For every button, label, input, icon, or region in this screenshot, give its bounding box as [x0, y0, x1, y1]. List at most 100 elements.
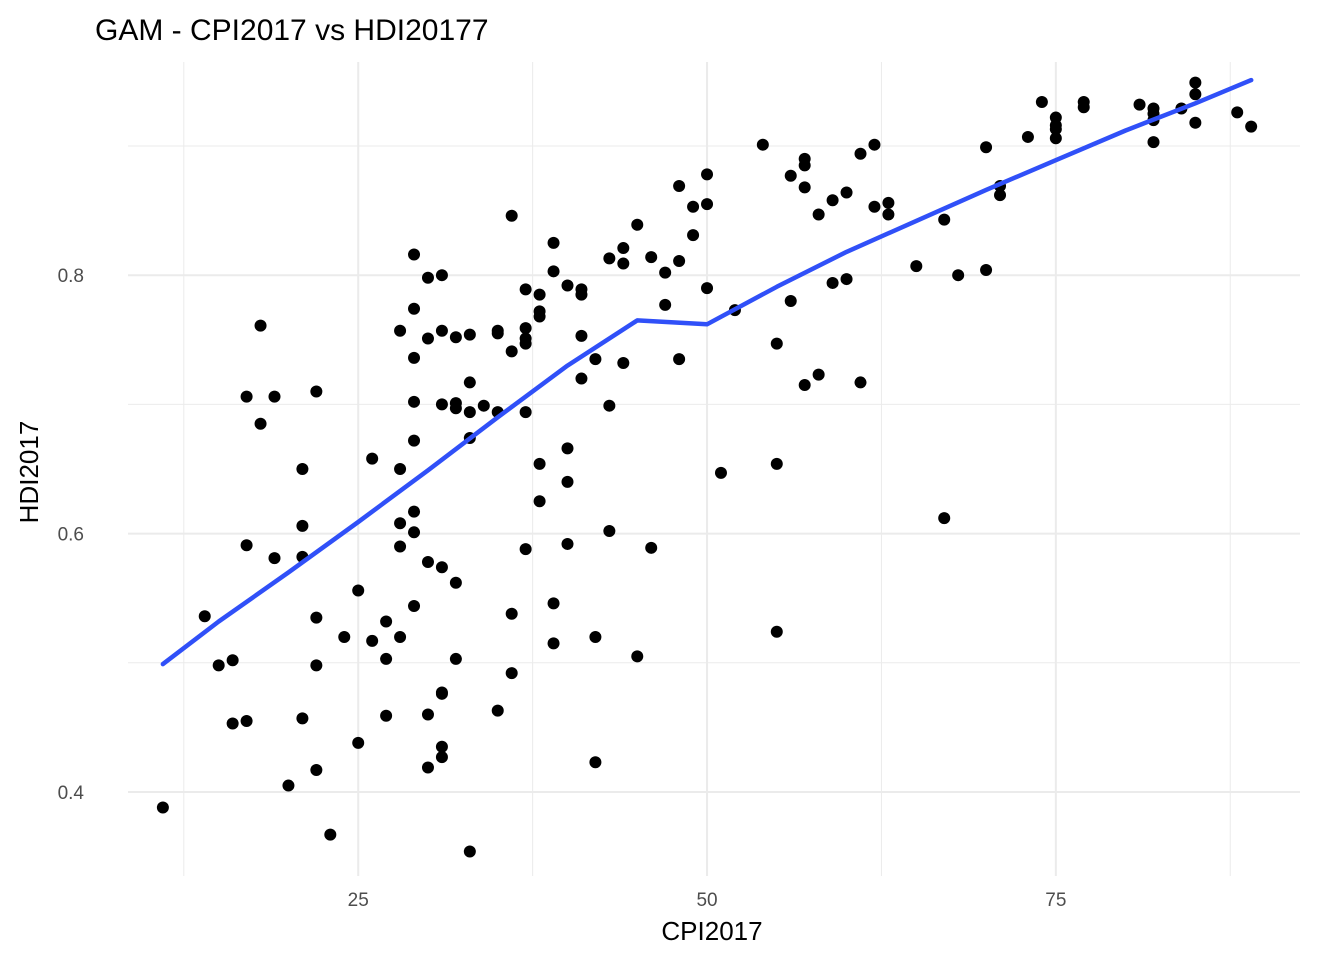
x-axis-ticks: 25 50 75	[348, 890, 1067, 911]
data-point	[394, 463, 407, 475]
data-point	[756, 138, 769, 151]
data-point	[212, 659, 225, 672]
data-point	[352, 736, 365, 749]
data-point	[408, 351, 421, 364]
data-point	[533, 305, 546, 318]
data-point	[421, 556, 434, 569]
data-point	[1147, 102, 1160, 115]
y-tick-label: 0.6	[58, 525, 84, 546]
data-point	[854, 376, 867, 389]
data-point	[631, 650, 644, 663]
data-point	[463, 328, 476, 341]
data-point	[282, 779, 295, 792]
data-point	[617, 357, 630, 370]
data-point	[519, 332, 532, 345]
data-point	[798, 181, 811, 194]
data-point	[868, 138, 881, 151]
data-point	[310, 659, 323, 672]
data-point	[491, 704, 504, 717]
data-point	[226, 717, 239, 730]
data-point	[714, 466, 727, 479]
data-point	[421, 761, 434, 774]
data-point	[938, 512, 951, 525]
data-point	[701, 282, 714, 295]
scatter-points	[156, 76, 1258, 858]
data-point	[408, 505, 421, 518]
chart-title: GAM - CPI2017 vs HDI20177	[95, 14, 489, 47]
data-point	[435, 751, 448, 764]
data-point	[980, 141, 993, 154]
data-point	[575, 329, 588, 342]
data-point	[324, 828, 337, 841]
data-point	[840, 186, 853, 199]
data-point	[449, 331, 462, 344]
data-point	[408, 599, 421, 612]
data-point	[561, 537, 574, 550]
y-tick-label: 0.8	[58, 266, 84, 287]
data-point	[575, 283, 588, 296]
data-point	[1133, 98, 1146, 111]
data-point	[784, 169, 797, 182]
data-point	[854, 147, 867, 160]
y-axis-ticks: 0.4 0.6 0.8	[58, 266, 85, 804]
data-point	[770, 625, 783, 638]
data-point	[645, 251, 658, 264]
data-point	[561, 475, 574, 488]
data-point	[1077, 96, 1090, 109]
data-point	[1245, 120, 1258, 133]
data-point	[673, 180, 686, 193]
data-point	[603, 525, 616, 538]
gam-smooth-line	[160, 77, 1254, 667]
x-tick-label: 50	[696, 890, 717, 911]
data-point	[770, 457, 783, 470]
grid	[128, 62, 1300, 876]
data-point	[589, 353, 602, 366]
data-point	[338, 630, 351, 643]
data-point	[296, 519, 309, 532]
data-point	[310, 764, 323, 777]
data-point	[617, 242, 630, 255]
data-point	[463, 845, 476, 858]
data-point	[226, 654, 239, 667]
data-point	[826, 276, 839, 289]
data-point	[812, 368, 825, 381]
data-point	[519, 406, 532, 419]
data-point	[868, 200, 881, 213]
data-point	[1189, 76, 1202, 89]
data-point	[701, 198, 714, 211]
data-point	[254, 319, 267, 332]
data-point	[1049, 132, 1062, 145]
data-point	[938, 213, 951, 226]
data-point	[394, 517, 407, 530]
data-point	[240, 714, 253, 727]
data-point	[1147, 136, 1160, 149]
data-point	[198, 610, 211, 623]
data-point	[408, 395, 421, 408]
data-point	[701, 168, 714, 181]
data-point	[561, 279, 574, 292]
data-point	[268, 390, 281, 403]
data-point	[1231, 106, 1244, 119]
data-point	[980, 264, 993, 277]
y-axis-title: HDI2017	[14, 421, 44, 524]
data-point	[784, 295, 797, 308]
data-point	[435, 740, 448, 753]
data-point	[408, 248, 421, 261]
data-point	[673, 353, 686, 366]
data-point	[826, 194, 839, 207]
data-point	[603, 252, 616, 265]
data-point	[589, 756, 602, 769]
data-point	[463, 376, 476, 389]
data-point	[519, 322, 532, 335]
data-point	[394, 540, 407, 553]
data-point	[449, 576, 462, 589]
data-point	[770, 337, 783, 350]
data-point	[380, 652, 393, 665]
data-point	[156, 801, 169, 814]
y-tick-label: 0.4	[58, 783, 85, 804]
data-point	[240, 390, 253, 403]
data-point	[547, 597, 560, 610]
data-point	[673, 254, 686, 267]
data-point	[687, 200, 700, 213]
data-point	[1189, 88, 1202, 101]
